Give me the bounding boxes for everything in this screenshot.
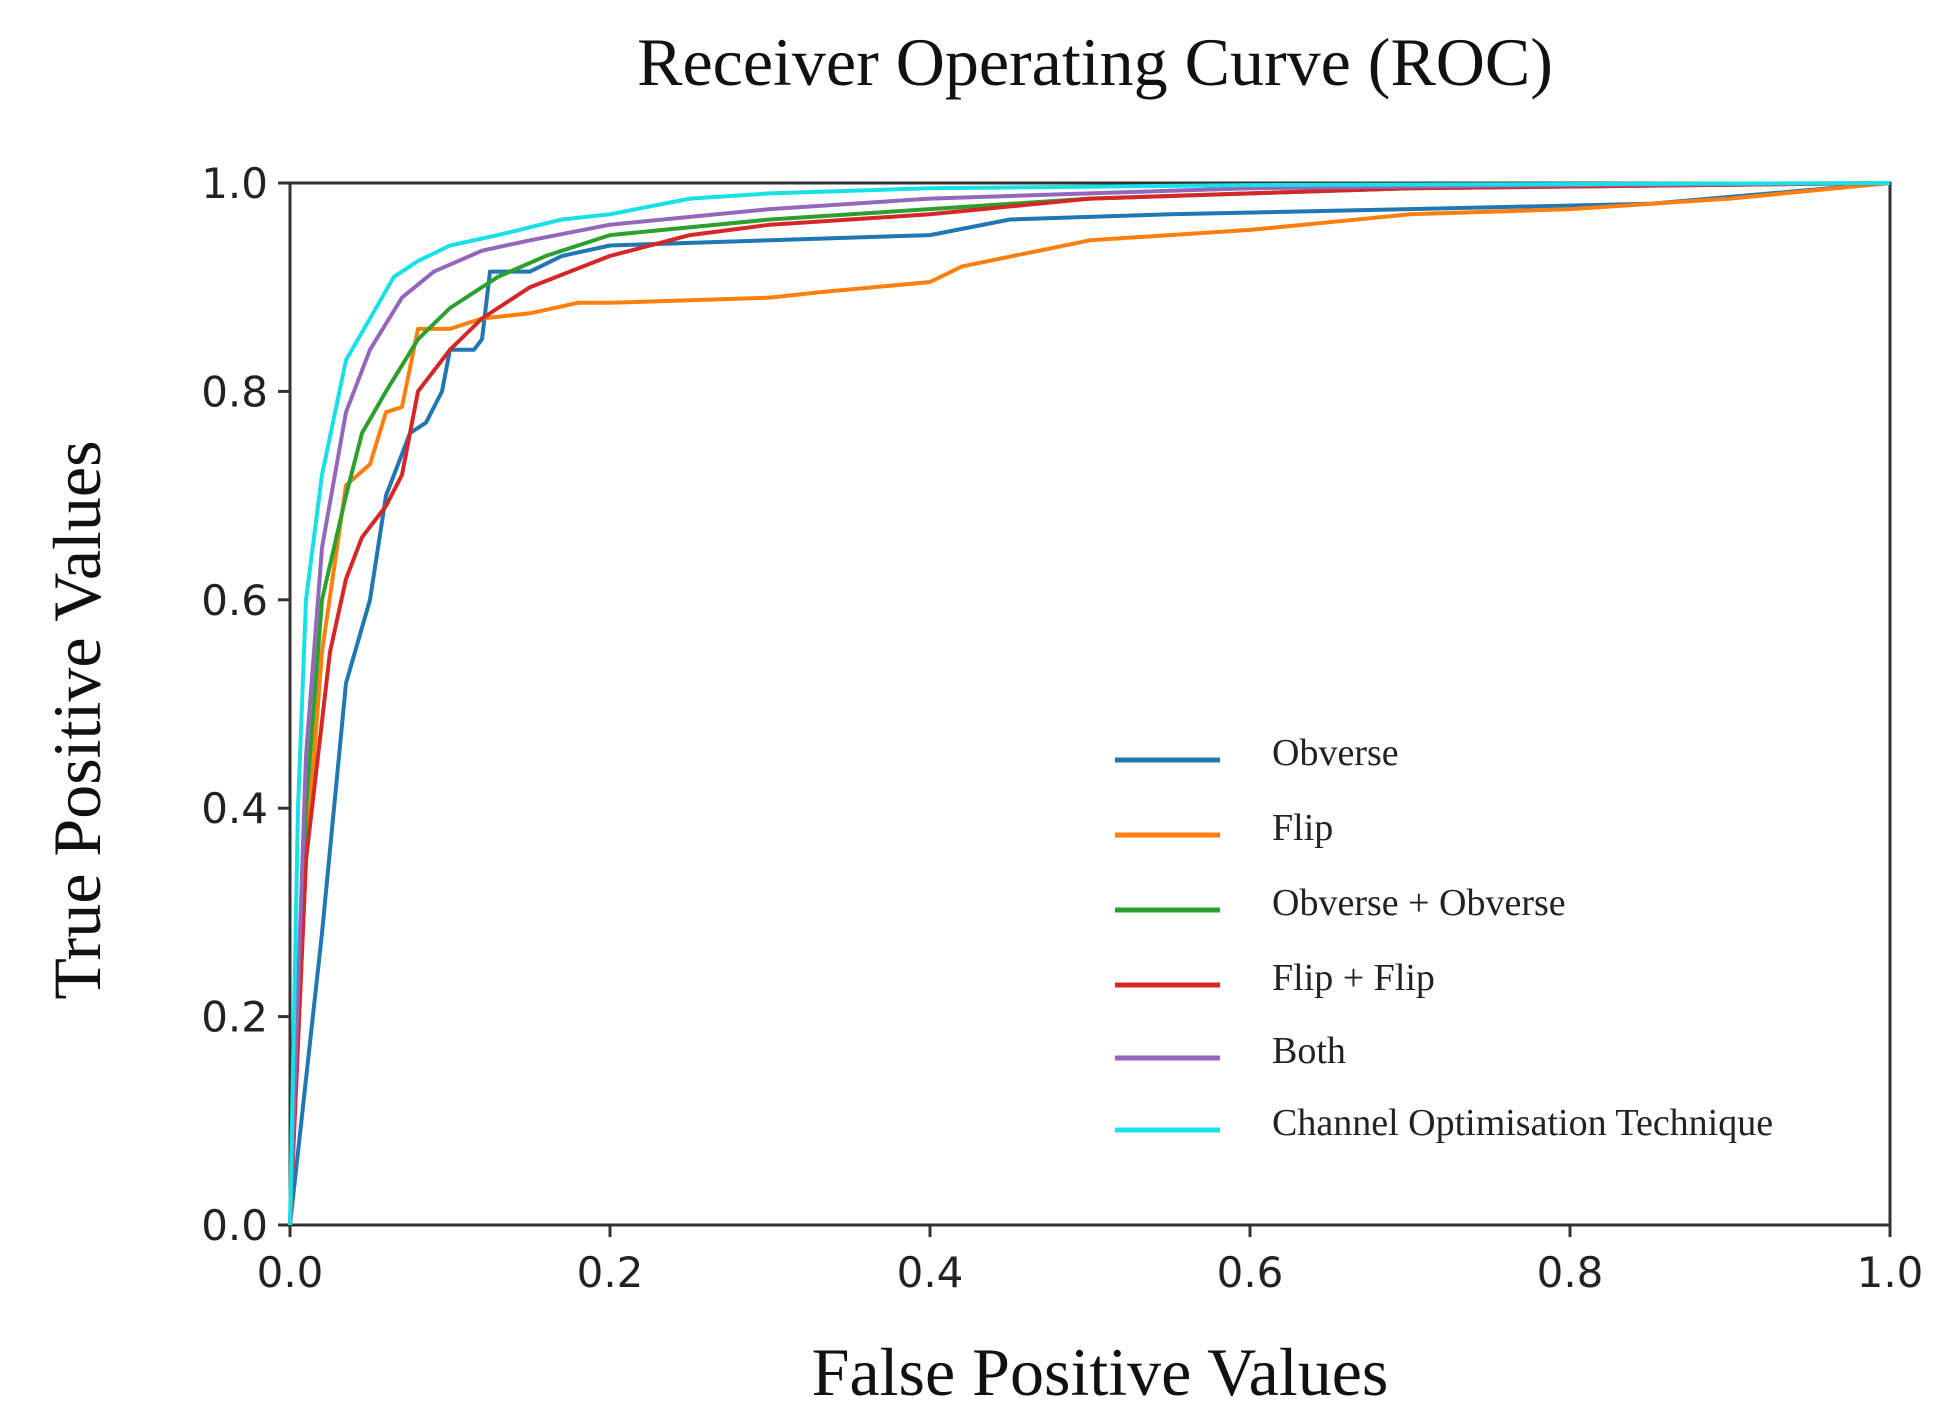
axes-frame	[288, 181, 1892, 1227]
x-tick-label: 0.0	[257, 1248, 324, 1297]
legend-label: Channel Optimisation Technique	[1272, 1102, 1773, 1144]
x-tick-label: 1.0	[1857, 1248, 1924, 1297]
x-tick-label: 0.6	[1217, 1248, 1284, 1297]
x-tick-label: 0.4	[897, 1248, 964, 1297]
series-line-flip-flip	[288, 181, 1891, 1226]
legend-label: Flip + Flip	[1272, 957, 1435, 999]
legend-label: Obverse	[1272, 732, 1399, 774]
legend: Obverse Flip Obverse + Obverse Flip + Flip B…	[1115, 732, 1773, 1144]
y-tick-label: 0.6	[201, 576, 268, 625]
y-tick-label: 0.4	[201, 784, 268, 833]
series-line-flip	[288, 181, 1891, 1226]
x-tick-label: 0.2	[577, 1248, 644, 1297]
y-tick-label: 0.2	[201, 993, 268, 1042]
series-line-channel-optimisation-technique	[288, 181, 1891, 1226]
legend-label: Both	[1272, 1030, 1346, 1072]
y-tick-label: 1.0	[201, 159, 268, 208]
x-tick-label: 0.8	[1537, 1248, 1604, 1297]
series-line-both	[288, 181, 1891, 1226]
y-axis-label: True Positive Values	[39, 440, 115, 999]
x-axis-label: False Positive Values	[812, 1334, 1389, 1410]
legend-label: Flip	[1272, 807, 1333, 849]
series-line-obverse-obverse	[288, 181, 1891, 1226]
chart-title: Receiver Operating Curve (ROC)	[637, 24, 1553, 100]
y-tick-label: 0.0	[201, 1201, 268, 1250]
series-line-obverse	[288, 181, 1891, 1226]
plot-area: 0.0 0.2 0.4 0.6 0.8 1.0 0.0 0.2 0.4 0.6 0.8 1.0	[201, 159, 1923, 1297]
y-tick-label: 0.8	[201, 367, 268, 416]
legend-label: Obverse + Obverse	[1272, 882, 1566, 924]
